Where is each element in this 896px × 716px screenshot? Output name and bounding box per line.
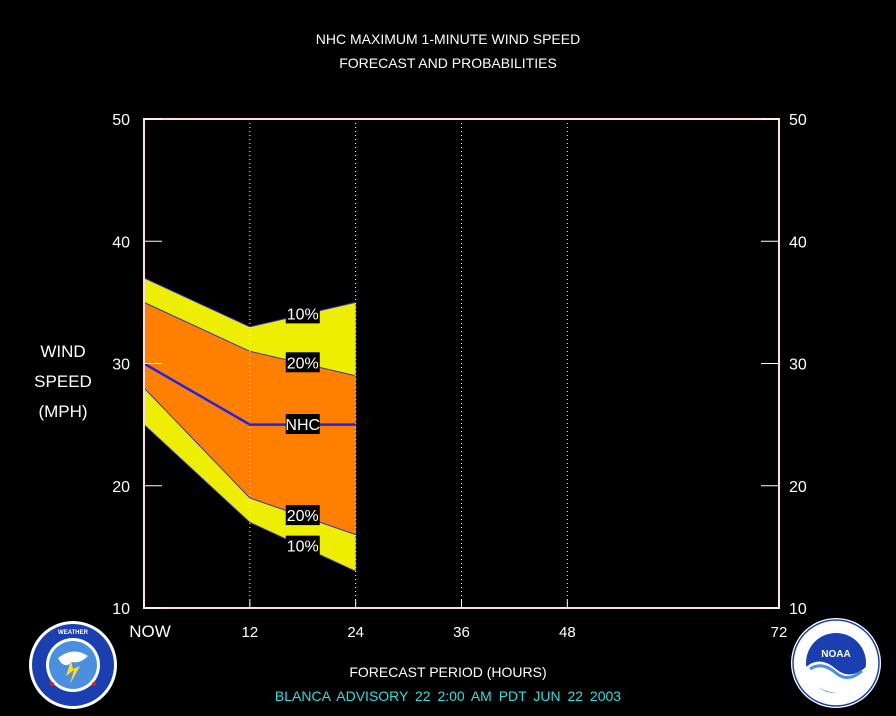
x-tick-label: 12 [241, 624, 258, 641]
svg-text:NOAA: NOAA [821, 649, 850, 660]
nhc-forecast-line [143, 362, 356, 426]
nws-seal-logo: WEATHER [29, 621, 117, 709]
annotation-box [285, 303, 320, 324]
annotation-label: 10% [287, 306, 319, 323]
annotation-box [285, 535, 320, 556]
y-tick-label-left: 50 [112, 112, 130, 129]
advisory-line: BLANCA ADVISORY 22 2:00 AM PDT JUN 22 20… [274, 688, 622, 704]
annotation-box [285, 414, 320, 435]
y-tick-label-right: 10 [789, 601, 807, 618]
y-tick-label-right: 20 [789, 479, 807, 496]
x-tick-label: 72 [771, 624, 788, 641]
x-tick-label: NOW [129, 622, 171, 641]
y-axis-label-line: SPEED [34, 372, 92, 391]
annotation-box [285, 352, 320, 373]
y-axis-label-line: WIND [40, 342, 86, 361]
y-tick-label-left: 40 [112, 234, 130, 251]
chart-title: NHC MAXIMUM 1-MINUTE WIND SPEED [315, 31, 581, 47]
x-axis-label: FORECAST PERIOD (HOURS) [349, 664, 547, 680]
y-axis-label-line: (MPH) [38, 402, 88, 421]
annotation-label: 20% [287, 508, 319, 525]
annotation-label: NHC [285, 417, 320, 434]
band-edge-line [143, 277, 356, 328]
annotation-label: 20% [287, 355, 319, 372]
annotation-box [285, 505, 320, 526]
y-tick-label-right: 30 [789, 357, 807, 374]
y-tick-label-left: 10 [112, 601, 130, 618]
probability-band-20pct [144, 302, 356, 535]
chart-subtitle: FORECAST AND PROBABILITIES [339, 55, 557, 71]
svg-text:WEATHER: WEATHER [58, 630, 89, 636]
noaa-logo: NOAA [791, 618, 881, 708]
band-edge-line [143, 424, 356, 572]
x-tick-label: 48 [559, 624, 576, 641]
x-tick-label: 24 [347, 624, 364, 641]
annotation-label: 10% [287, 539, 319, 556]
y-tick-label-right: 50 [789, 112, 807, 129]
y-axis-label: WIND SPEED (MPH) [20, 337, 106, 427]
y-tick-label-left: 30 [112, 357, 130, 374]
y-tick-label-right: 40 [789, 234, 807, 251]
band-edge-line [143, 387, 356, 536]
x-tick-label: 36 [453, 624, 470, 641]
y-tick-label-left: 20 [112, 479, 130, 496]
